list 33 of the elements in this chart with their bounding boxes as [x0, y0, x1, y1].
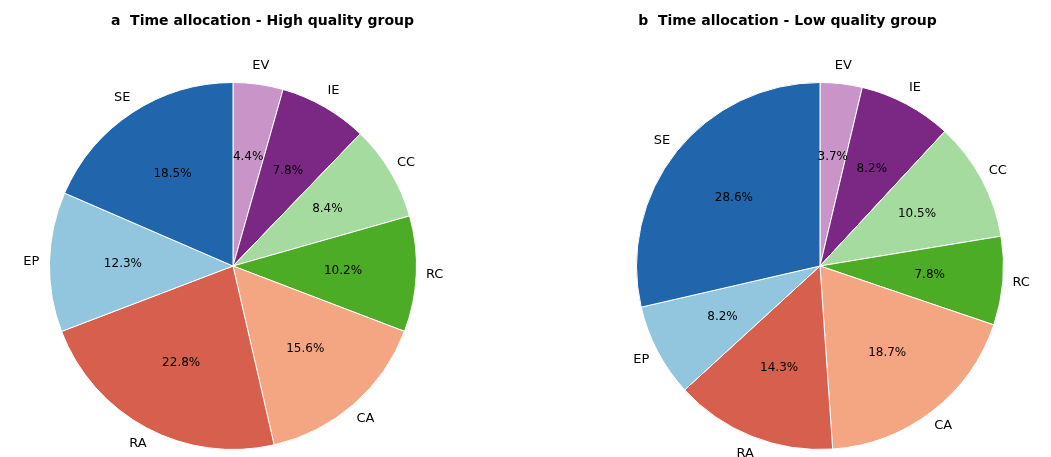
data-label: 14.3%	[760, 360, 799, 375]
slice-label: EP	[633, 351, 650, 367]
slice-label: RC	[1012, 273, 1030, 289]
slice-label: CC	[988, 161, 1007, 177]
slice-label: EV	[834, 56, 853, 72]
slice-label: EP	[23, 252, 40, 268]
data-label: 7.8%	[272, 162, 304, 177]
slice-label: IE	[327, 82, 340, 98]
data-label: 10.5%	[897, 206, 937, 220]
data-label: 10.2%	[323, 262, 363, 277]
slice-label: CC	[397, 153, 416, 169]
slice-label: RA	[129, 435, 147, 451]
slice-label: SE	[113, 88, 131, 104]
slice-label: RA	[736, 444, 754, 457]
data-label: 18.7%	[868, 345, 907, 360]
data-label: 8.4%	[312, 201, 343, 216]
data-label: 22.8%	[162, 355, 201, 370]
slice-label: CA	[934, 417, 953, 433]
chart-title: b Time allocation - Low quality group	[637, 12, 938, 28]
data-label: 18.5%	[153, 166, 192, 181]
slice-label: RC	[425, 266, 444, 282]
data-label: 15.6%	[286, 341, 325, 356]
slice-label: IE	[908, 79, 922, 95]
data-label: 8.2%	[707, 309, 738, 324]
data-label: 4.4%	[232, 149, 264, 164]
data-label: 8.2%	[856, 160, 888, 175]
slice-label: SE	[653, 131, 671, 147]
slice-label: EV	[252, 57, 270, 73]
chart-title: a Time allocation - High quality group	[109, 12, 416, 28]
data-label: 12.3%	[103, 255, 142, 270]
data-label: 7.8%	[914, 267, 945, 282]
slice-label: CA	[356, 409, 375, 425]
data-label: 28.6%	[714, 189, 753, 204]
